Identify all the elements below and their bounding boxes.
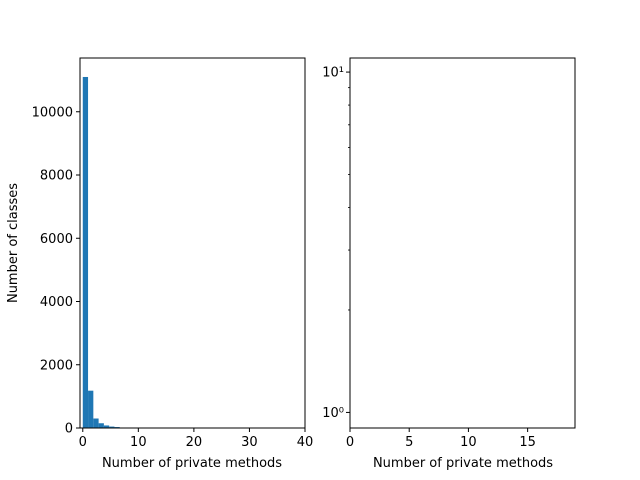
histogram-bar — [98, 423, 104, 428]
x-tick-label: 20 — [186, 435, 203, 450]
x-tick-label: 30 — [241, 435, 258, 450]
y-tick-label: 0 — [65, 422, 73, 437]
right-y-ticks: 10⁰ 10¹ — [322, 66, 350, 421]
left-axes-frame — [79, 57, 306, 429]
right-x-ticks: 0 5 10 15 — [346, 428, 536, 450]
left-histogram: 0 10 20 30 40 0 2000 4000 6000 8000 10000 Number … — [6, 57, 314, 471]
y-tick-label: 10¹ — [322, 66, 344, 81]
x-tick-label: 15 — [519, 435, 536, 450]
left-bars — [82, 76, 131, 428]
x-tick-label: 0 — [346, 435, 354, 450]
left-y-ticks: 0 2000 4000 6000 8000 10000 — [32, 105, 80, 437]
y-tick-label: 6000 — [40, 232, 73, 247]
histogram-bar — [88, 390, 94, 428]
x-tick-label: 10 — [460, 435, 477, 450]
x-tick-label: 10 — [130, 435, 147, 450]
histogram-bar — [109, 426, 115, 428]
x-tick-label: 5 — [405, 435, 413, 450]
histogram-bar — [82, 76, 89, 428]
histogram-bar — [93, 418, 99, 428]
y-tick-label: 2000 — [40, 358, 73, 373]
left-x-axis-label: Number of private methods — [102, 456, 282, 471]
x-tick-label: 0 — [79, 435, 87, 450]
y-tick-label: 10⁰ — [322, 406, 344, 421]
right-histogram-log: 0 5 10 15 10⁰ 10¹ Number of private methods — [322, 57, 576, 471]
y-tick-label: 8000 — [40, 169, 73, 184]
y-tick-label: 10000 — [32, 105, 73, 120]
left-y-axis-label: Number of classes — [6, 183, 21, 303]
x-tick-label: 40 — [297, 435, 314, 450]
right-axes-frame — [349, 57, 576, 429]
histogram-bar — [103, 425, 110, 428]
y-tick-label: 4000 — [40, 295, 73, 310]
left-x-ticks: 0 10 20 30 40 — [79, 428, 314, 450]
right-x-axis-label: Number of private methods — [373, 456, 553, 471]
